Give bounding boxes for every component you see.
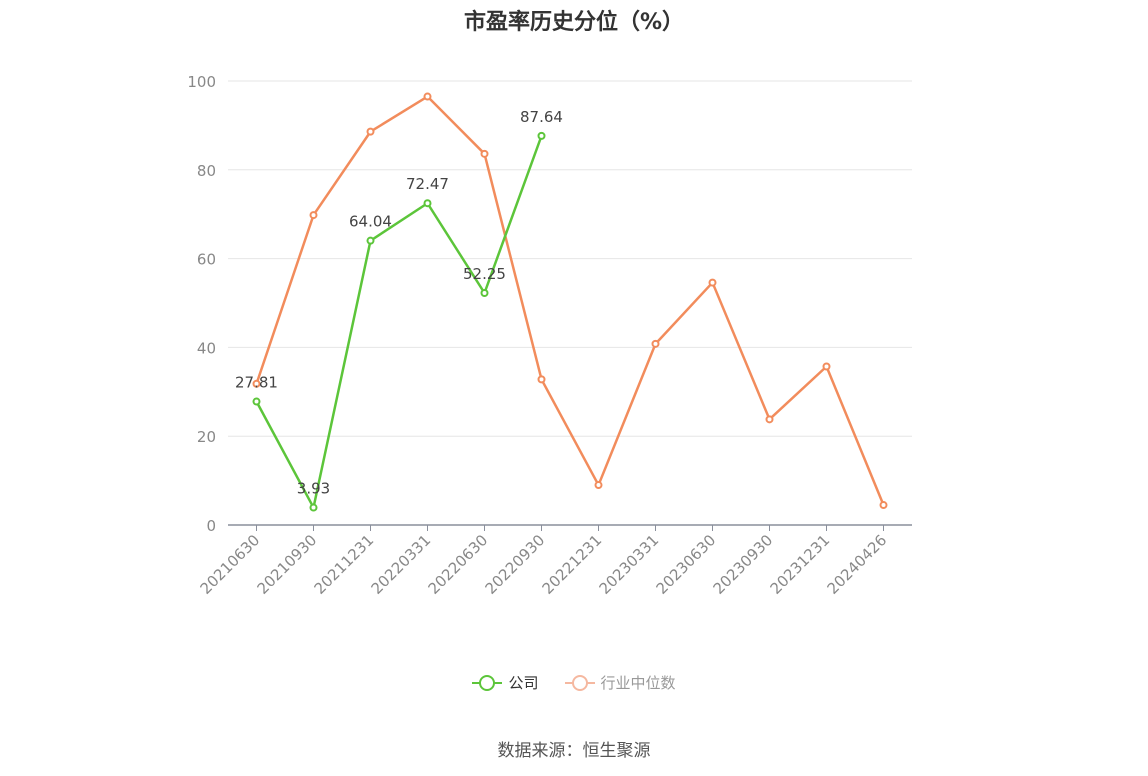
line-chart: 0204060801002021063020210930202112312022… bbox=[187, 73, 912, 598]
series-1-point-11 bbox=[879, 501, 888, 510]
data-label-1: 3.93 bbox=[297, 480, 330, 498]
data-label-4: 52.25 bbox=[463, 265, 506, 283]
x-tick-label-1: 20210930 bbox=[254, 531, 321, 598]
series-1-point-0 bbox=[252, 379, 261, 388]
legend-label-company: 公司 bbox=[508, 674, 539, 692]
x-tick-label-3: 20220331 bbox=[368, 531, 435, 598]
data-label-2: 64.04 bbox=[349, 213, 392, 231]
x-tick-label-9: 20230930 bbox=[710, 531, 777, 598]
y-tick-label-1: 20 bbox=[197, 428, 216, 446]
legend-swatch-company bbox=[472, 674, 503, 691]
x-tick-label-10: 20231231 bbox=[767, 531, 834, 598]
axis-layer: 0204060801002021063020210930202112312022… bbox=[187, 73, 912, 598]
legend-swatch-industry-median bbox=[564, 674, 595, 691]
series-layer bbox=[252, 92, 888, 512]
x-tick-label-0: 20210630 bbox=[197, 531, 264, 598]
data-label-3: 72.47 bbox=[406, 175, 449, 193]
series-1-point-7 bbox=[651, 339, 660, 348]
y-tick-label-0: 0 bbox=[206, 517, 216, 535]
legend-item-industry-median[interactable]: 行业中位数 bbox=[564, 672, 676, 693]
grid-layer bbox=[228, 80, 912, 437]
legend: 公司 行业中位数 bbox=[0, 672, 1148, 693]
y-tick-label-5: 100 bbox=[187, 73, 216, 91]
legend-item-company[interactable]: 公司 bbox=[472, 672, 539, 693]
data-label-layer: 27.81 3.93 64.04 72.47 52.25 87.64 bbox=[235, 108, 563, 498]
series-line-0 bbox=[255, 135, 543, 509]
series-0-point-2 bbox=[366, 236, 375, 245]
chart-title: 市盈率历史分位（%） bbox=[463, 10, 685, 35]
series-1-point-3 bbox=[423, 92, 432, 101]
y-tick-label-2: 40 bbox=[197, 339, 216, 357]
series-0-point-0 bbox=[252, 397, 261, 406]
x-tick-label-8: 20230630 bbox=[653, 531, 720, 598]
series-0-point-4 bbox=[480, 289, 489, 298]
y-tick-label-3: 60 bbox=[197, 251, 216, 269]
series-1-point-9 bbox=[765, 415, 774, 424]
series-0-point-3 bbox=[423, 199, 432, 208]
x-tick-label-2: 20211231 bbox=[311, 531, 378, 598]
x-tick-label-5: 20220930 bbox=[482, 531, 549, 598]
series-line-1 bbox=[255, 95, 885, 506]
data-label-0: 27.81 bbox=[235, 374, 278, 392]
series-0-point-1 bbox=[309, 503, 318, 512]
x-tick-label-7: 20230331 bbox=[596, 531, 663, 598]
series-1-point-4 bbox=[480, 149, 489, 158]
data-source-note: 数据来源：恒生聚源 bbox=[497, 741, 651, 761]
y-tick-label-4: 80 bbox=[197, 162, 216, 180]
series-1-point-8 bbox=[708, 278, 717, 287]
series-1-point-6 bbox=[594, 481, 603, 490]
legend-label-industry-median: 行业中位数 bbox=[600, 674, 676, 692]
x-tick-label-11: 20240426 bbox=[824, 531, 891, 598]
series-1-point-10 bbox=[822, 362, 831, 371]
series-1-point-1 bbox=[309, 211, 318, 220]
series-0-point-5 bbox=[537, 131, 546, 140]
data-label-5: 87.64 bbox=[520, 108, 563, 126]
x-tick-label-6: 20221231 bbox=[539, 531, 606, 598]
series-1-point-5 bbox=[537, 375, 546, 384]
series-1-point-2 bbox=[366, 127, 375, 136]
x-tick-label-4: 20220630 bbox=[425, 531, 492, 598]
